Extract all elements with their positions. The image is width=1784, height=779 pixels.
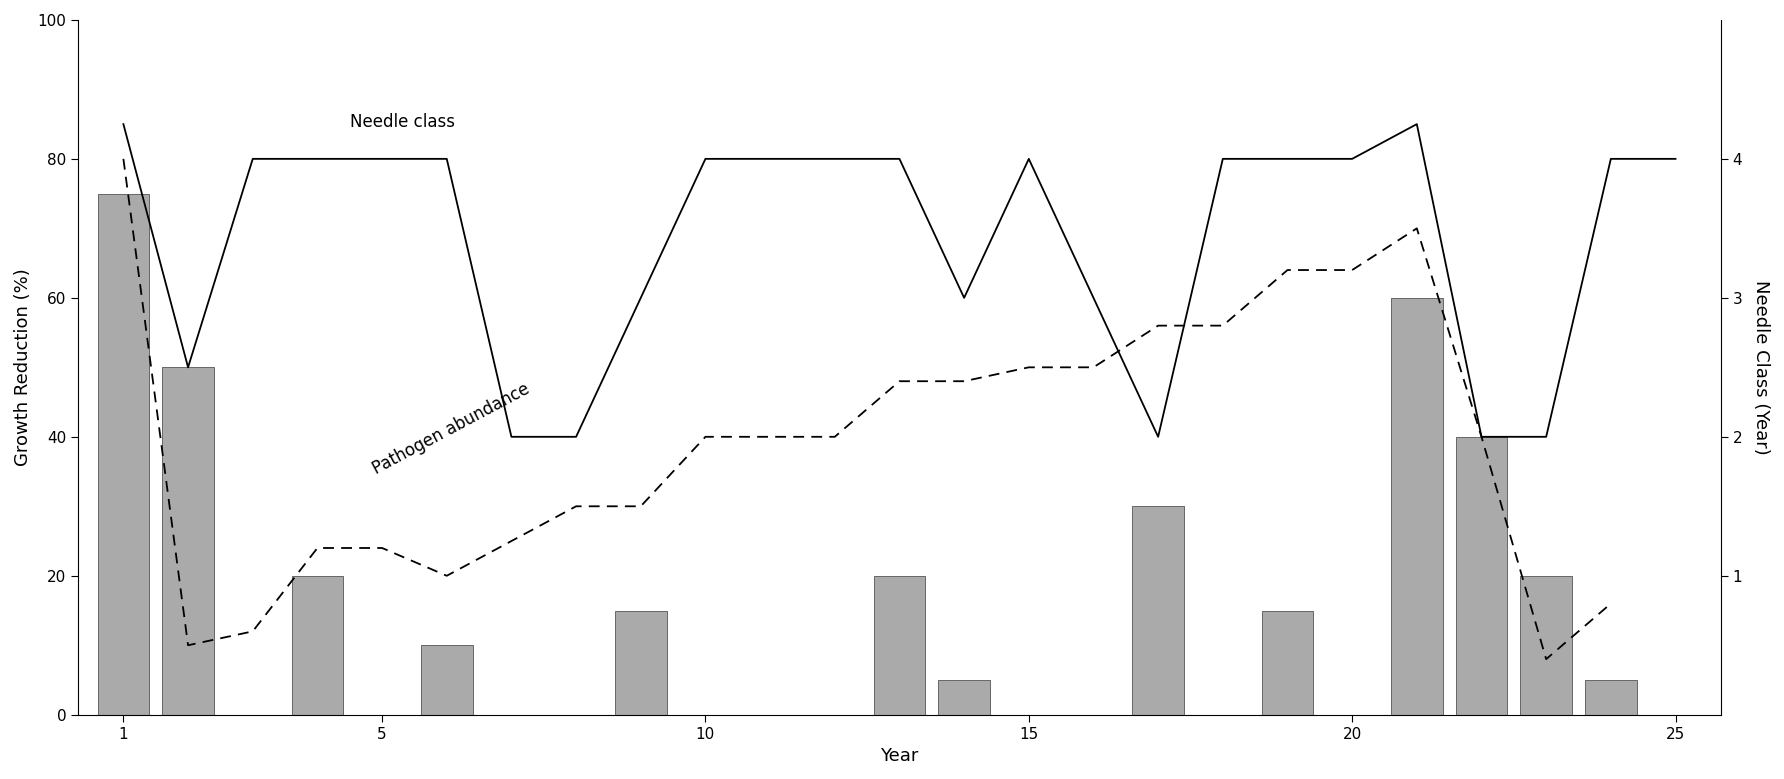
Bar (1392, 298, 1443, 715)
Text: Pathogen abundance: Pathogen abundance (369, 380, 532, 478)
Y-axis label: Needle Class (Year): Needle Class (Year) (1752, 280, 1770, 455)
Bar (98, 194, 150, 715)
Bar (938, 680, 990, 715)
Bar (291, 576, 343, 715)
Bar (1456, 437, 1507, 715)
Bar (1520, 576, 1572, 715)
X-axis label: Year: Year (880, 747, 919, 765)
Bar (1261, 611, 1313, 715)
Bar (1584, 680, 1636, 715)
Bar (421, 645, 473, 715)
Bar (162, 368, 214, 715)
Bar (615, 611, 667, 715)
Y-axis label: Growth Reduction (%): Growth Reduction (%) (14, 269, 32, 466)
Text: Needle class: Needle class (350, 113, 455, 131)
Bar (1133, 506, 1185, 715)
Bar (874, 576, 926, 715)
